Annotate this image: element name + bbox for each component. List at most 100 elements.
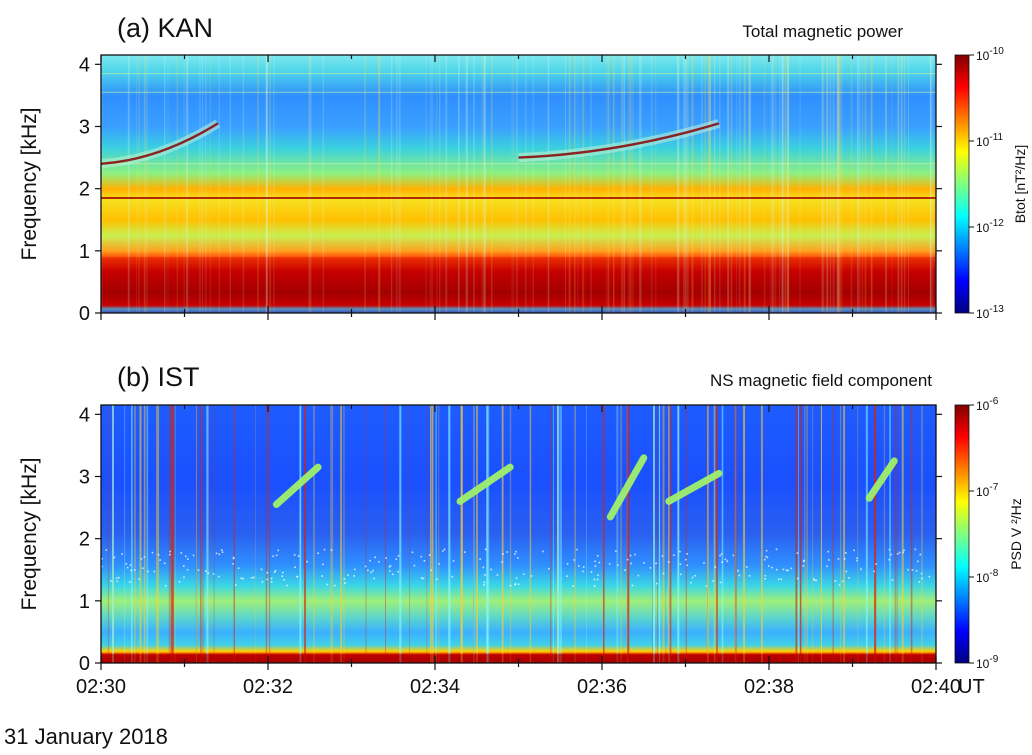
rising-tone	[606, 454, 648, 521]
noise-speckle	[694, 574, 696, 577]
noise-speckle	[343, 578, 346, 580]
noise-speckle	[629, 554, 632, 557]
noise-speckle	[686, 564, 688, 567]
noise-speckle	[827, 550, 830, 553]
noise-speckle	[593, 578, 596, 581]
noise-speckle	[204, 570, 207, 572]
intense-band	[101, 653, 936, 663]
noise-speckle	[515, 577, 518, 579]
noise-speckle	[115, 577, 118, 580]
noise-speckle	[113, 556, 116, 559]
noise-speckle	[252, 576, 255, 579]
noise-speckle	[737, 569, 739, 572]
noise-speckle	[714, 566, 717, 568]
noise-speckle	[738, 574, 741, 577]
noise-speckle	[566, 575, 568, 577]
noise-speckle	[242, 577, 244, 580]
noise-speckle	[655, 582, 658, 585]
noise-speckle	[430, 569, 433, 572]
noise-speckle	[637, 574, 640, 577]
noise-speckle	[326, 583, 329, 586]
panel-a-colorbar	[954, 54, 970, 314]
noise-speckle	[281, 575, 284, 578]
panel-a-colorbar-label: Btot [nT²/Hz]	[1012, 145, 1028, 224]
x-tick-label: 02:34	[410, 676, 460, 698]
noise-speckle	[261, 581, 264, 583]
noise-speckle	[484, 574, 486, 576]
noise-speckle	[391, 573, 394, 576]
noise-speckle	[765, 555, 767, 558]
noise-speckle	[370, 571, 372, 574]
noise-speckle	[185, 555, 187, 558]
panel-b-y-tick-labels: 0 1 2 3 4	[79, 404, 90, 675]
noise-speckle	[121, 553, 123, 555]
noise-speckle	[110, 580, 112, 582]
noise-speckle	[157, 553, 160, 556]
y-tick-label: 2	[79, 179, 90, 201]
noise-speckle	[766, 556, 769, 559]
noise-speckle	[826, 565, 828, 568]
noise-speckle	[902, 551, 904, 554]
noise-speckle	[283, 578, 285, 581]
noise-speckle	[423, 560, 426, 562]
noise-speckle	[272, 555, 274, 558]
noise-speckle	[582, 566, 585, 568]
noise-speckle	[661, 555, 664, 557]
noise-speckle	[903, 549, 905, 552]
colorbar-tick-label: 10-13	[976, 304, 1004, 321]
rising-tone	[456, 463, 514, 505]
panel-b-colorbar	[954, 404, 970, 664]
noise-speckle	[907, 568, 909, 571]
noise-speckle	[506, 551, 509, 553]
noise-speckle	[764, 578, 767, 580]
noise-speckle	[323, 548, 326, 551]
noise-speckle	[837, 558, 840, 560]
noise-speckle	[490, 568, 492, 571]
noise-speckle	[594, 565, 597, 567]
noise-speckle	[615, 550, 617, 553]
noise-speckle	[364, 565, 367, 568]
noise-speckle	[928, 575, 931, 578]
noise-speckle	[598, 561, 601, 564]
noise-speckle	[140, 557, 143, 560]
noise-speckle	[105, 549, 108, 551]
noise-speckle	[686, 553, 688, 555]
noise-speckle	[748, 574, 751, 577]
panel-a-ticks	[95, 55, 942, 320]
noise-speckle	[344, 582, 346, 584]
noise-speckle	[890, 553, 892, 556]
rising-tone	[665, 469, 723, 505]
panel-a-y-axis-label: Frequency [kHz]	[18, 108, 41, 261]
noise-speckle	[334, 584, 336, 587]
noise-speckle	[834, 580, 837, 582]
noise-speckle	[443, 548, 446, 551]
noise-speckle	[596, 554, 599, 557]
noise-speckle	[853, 549, 855, 552]
noise-speckle	[266, 578, 268, 581]
noise-speckle	[514, 583, 517, 585]
noise-speckle	[163, 562, 166, 565]
noise-speckle	[597, 574, 599, 576]
noise-speckle	[685, 558, 687, 561]
noise-speckle	[873, 570, 876, 573]
noise-speckle	[232, 557, 235, 560]
panel-b-x-tick-labels: 02:30 02:32 02:34 02:36 02:38 02:40	[76, 676, 961, 698]
noise-speckle	[395, 558, 398, 561]
y-tick-label: 3	[79, 466, 90, 488]
noise-speckle	[764, 574, 767, 577]
noise-speckle	[582, 570, 584, 573]
panel-b-features	[101, 454, 936, 663]
noise-speckle	[796, 552, 799, 554]
noise-speckle	[180, 552, 183, 554]
noise-speckle	[420, 555, 423, 558]
panel-b-y-axis-label: Frequency [kHz]	[18, 458, 41, 611]
panel-a-texture	[101, 55, 936, 313]
noise-speckle	[594, 560, 596, 563]
noise-speckle	[848, 576, 850, 579]
noise-speckle	[803, 559, 805, 562]
noise-speckle	[347, 574, 349, 576]
noise-speckle	[378, 561, 380, 563]
noise-speckle	[128, 581, 131, 583]
noise-speckle	[785, 569, 788, 572]
y-tick-label: 0	[79, 653, 90, 675]
